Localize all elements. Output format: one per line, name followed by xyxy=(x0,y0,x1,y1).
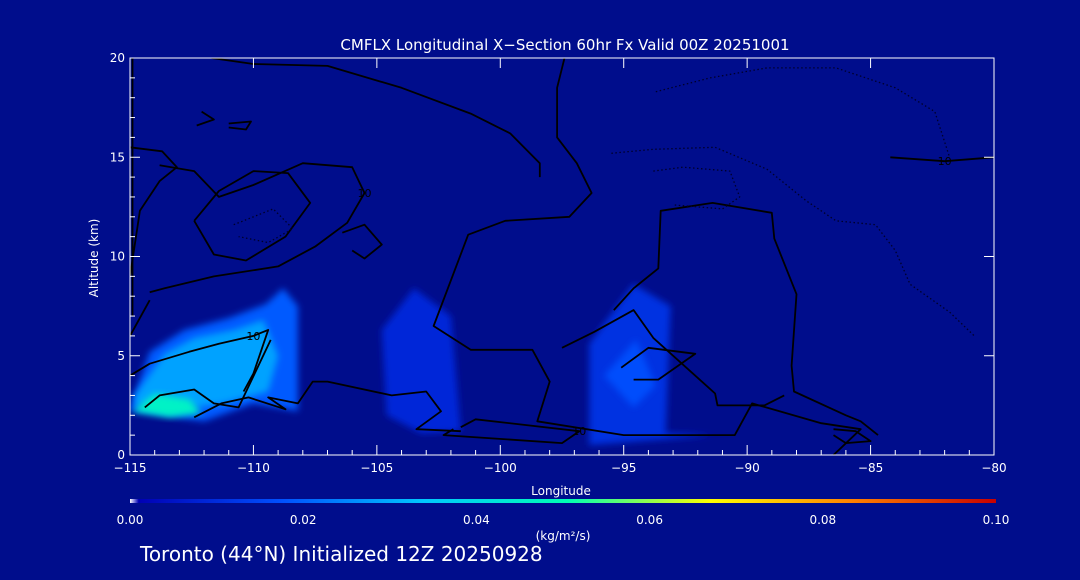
contour-line xyxy=(833,428,872,445)
y-tick-label: 20 xyxy=(110,51,125,65)
colorbar-tick-label: 0.00 xyxy=(117,513,144,527)
flux-fill-layer xyxy=(130,284,713,446)
flux-region xyxy=(589,284,713,446)
contour-line xyxy=(432,58,862,455)
colorbar-unit-label: (kg/m²/s) xyxy=(536,529,591,543)
y-tick-label: 5 xyxy=(117,349,125,363)
contour-line xyxy=(561,309,785,407)
y-tick-label: 10 xyxy=(110,250,125,264)
contour-label: 10 xyxy=(246,330,260,343)
contour-label: 10 xyxy=(572,425,586,438)
contour-line xyxy=(196,110,215,127)
y-axis-label: Altitude (km) xyxy=(87,219,101,298)
contour-line xyxy=(613,201,879,436)
contour-layer: 10 10 10 10 xyxy=(130,58,994,455)
contour-line xyxy=(211,58,541,178)
footer-init-text: Toronto (44°N) Initialized 12Z 20250928 xyxy=(140,542,543,566)
x-axis-label: Longitude xyxy=(531,484,591,498)
y-tick-label: 15 xyxy=(110,150,125,164)
colorbar: 0.00 0.02 0.04 0.06 0.08 0.10 xyxy=(117,499,1010,527)
flux-region xyxy=(604,339,656,408)
colorbar-tick-label: 0.10 xyxy=(983,513,1010,527)
x-tick-label: −90 xyxy=(734,461,759,475)
contour-line xyxy=(653,166,741,210)
contour-line xyxy=(193,170,312,262)
axes-layer: −115 −110 −105 −100 −95 −90 −85 −80 0 5 10 15 20 xyxy=(110,51,1007,475)
x-tick-label: −80 xyxy=(981,461,1006,475)
x-tick-label: −95 xyxy=(611,461,636,475)
contour-line xyxy=(193,380,461,433)
contour-line xyxy=(130,146,178,277)
contour-label: 10 xyxy=(938,155,952,168)
colorbar-tick-label: 0.06 xyxy=(636,513,663,527)
colorbar-tick-label: 0.08 xyxy=(809,513,836,527)
chart-title: CMFLX Longitudinal X−Section 60hr Fx Val… xyxy=(340,36,789,54)
contour-line xyxy=(130,328,270,392)
contour-line xyxy=(149,162,366,294)
contour-line xyxy=(655,67,951,158)
contour-line xyxy=(144,339,272,409)
contour-line xyxy=(233,208,294,244)
y-tick-label: 0 xyxy=(117,448,125,462)
colorbar-tick-label: 0.02 xyxy=(290,513,317,527)
flux-region xyxy=(132,393,202,418)
x-tick-label: −105 xyxy=(360,461,393,475)
flux-region xyxy=(134,320,279,412)
contour-line xyxy=(130,299,151,337)
x-tick-label: −100 xyxy=(484,461,517,475)
contour-line xyxy=(341,223,383,260)
contour-line xyxy=(442,418,581,445)
contour-label: 10 xyxy=(358,187,372,200)
contour-line xyxy=(620,346,697,381)
contour-line xyxy=(890,156,994,163)
flux-region xyxy=(381,288,461,434)
contour-line xyxy=(228,120,252,131)
x-tick-label: −85 xyxy=(858,461,883,475)
colorbar-gradient xyxy=(130,499,996,503)
x-tick-label: −115 xyxy=(114,461,147,475)
x-tick-label: −110 xyxy=(237,461,270,475)
colorbar-tick-label: 0.04 xyxy=(463,513,490,527)
